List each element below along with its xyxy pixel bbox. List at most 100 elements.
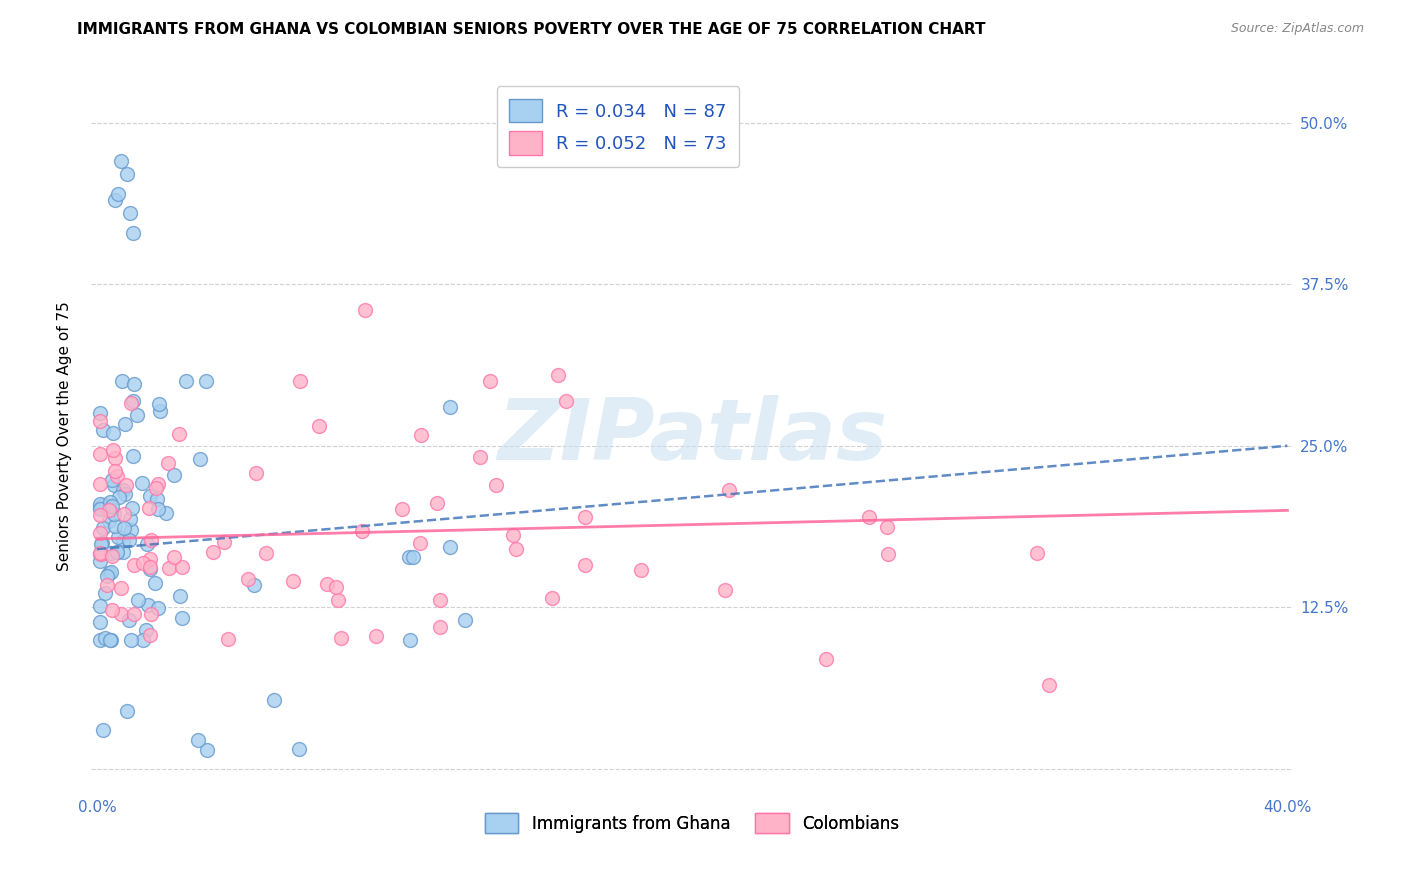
Point (125, 408, 148, 422)
Point (876, 548, 898, 562)
Point (121, 394, 143, 409)
Point (118, 613, 141, 627)
Point (139, 607, 162, 621)
Point (120, 523, 142, 537)
Point (547, 368, 569, 382)
Point (172, 559, 194, 574)
Point (290, 374, 312, 388)
Point (316, 577, 339, 591)
Point (118, 533, 141, 547)
Point (96, 578, 118, 592)
Point (91, 536, 114, 550)
Point (112, 545, 135, 559)
Point (120, 396, 142, 410)
Point (98, 514, 121, 528)
Point (101, 500, 124, 514)
Point (429, 620, 451, 634)
Point (111, 483, 134, 497)
Point (858, 510, 880, 524)
Point (326, 593, 349, 607)
Point (101, 442, 124, 457)
Point (118, 206, 141, 220)
Text: IMMIGRANTS FROM GHANA VS COLOMBIAN SENIORS POVERTY OVER THE AGE OF 75 CORRELATIO: IMMIGRANTS FROM GHANA VS COLOMBIAN SENIO… (77, 22, 986, 37)
Point (402, 549, 425, 564)
Point (94, 586, 117, 600)
Point (89, 599, 111, 614)
Legend: Immigrants from Ghana, Colombians: Immigrants from Ghana, Colombians (478, 806, 905, 840)
Point (91, 723, 114, 737)
Point (242, 577, 264, 591)
Point (245, 466, 267, 480)
Point (89, 526, 111, 541)
Point (105, 469, 128, 483)
Point (717, 483, 740, 498)
Point (148, 397, 170, 411)
Point (439, 540, 461, 554)
Point (329, 631, 352, 645)
Point (325, 580, 347, 594)
Point (156, 456, 179, 470)
Point (574, 558, 596, 572)
Point (107, 186, 129, 201)
Point (195, 374, 218, 388)
Point (89, 615, 111, 630)
Point (101, 603, 124, 617)
Point (426, 495, 449, 509)
Point (89, 414, 111, 428)
Point (105, 545, 128, 559)
Point (111, 534, 134, 549)
Point (187, 733, 209, 747)
Point (281, 574, 304, 588)
Point (115, 167, 138, 181)
Point (94, 498, 117, 512)
Point (139, 628, 162, 642)
Point (93, 498, 115, 512)
Point (308, 419, 330, 434)
Point (90, 547, 112, 561)
Point (89, 546, 111, 560)
Point (127, 593, 149, 607)
Point (107, 490, 129, 504)
Point (136, 598, 159, 612)
Point (139, 552, 162, 566)
Point (169, 589, 191, 603)
Point (114, 417, 136, 431)
Point (110, 374, 132, 388)
Point (398, 550, 420, 565)
Point (103, 507, 125, 521)
Point (110, 607, 132, 621)
Point (143, 576, 166, 591)
Point (122, 449, 145, 463)
Point (145, 491, 167, 506)
Point (98, 566, 121, 580)
Point (89, 508, 111, 523)
Point (131, 475, 153, 490)
Point (114, 487, 136, 501)
Point (574, 510, 596, 524)
Point (89, 501, 111, 516)
Point (89, 500, 111, 514)
Point (105, 545, 128, 559)
Point (89, 477, 111, 491)
Point (110, 154, 132, 169)
Point (104, 193, 127, 207)
Point (89, 406, 111, 420)
Point (112, 521, 135, 535)
Point (103, 477, 125, 491)
Point (391, 501, 413, 516)
Point (364, 629, 387, 643)
Point (104, 450, 127, 465)
Point (439, 400, 461, 414)
Point (149, 404, 172, 418)
Point (714, 582, 737, 597)
Point (172, 611, 194, 625)
Point (139, 562, 162, 576)
Point (91, 521, 114, 535)
Point (167, 427, 190, 442)
Point (110, 582, 132, 596)
Point (540, 591, 562, 605)
Point (101, 425, 124, 440)
Point (101, 473, 124, 487)
Point (409, 428, 432, 442)
Point (120, 632, 142, 647)
